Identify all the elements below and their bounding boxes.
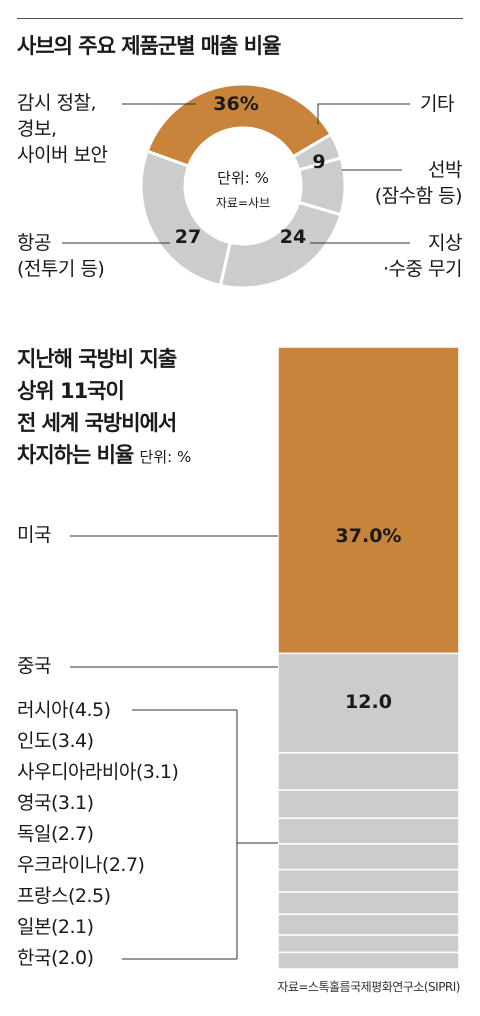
country-label-japan: 일본(2.1)	[17, 916, 94, 938]
donut-center-unit: 단위: %	[217, 169, 269, 187]
bar-segment-china	[277, 652, 460, 754]
bar-segment-ukraine	[277, 891, 460, 916]
bar-segment-korea	[277, 951, 460, 970]
bar-segment-saudi	[277, 817, 460, 845]
country-label-ukraine: 우크라이나(2.7)	[17, 854, 145, 876]
slice-label-aircraft: 항공 (전투기 등)	[17, 232, 105, 280]
bar-chart-title: 지난해 국방비 지출 상위 11국이 전 세계 국방비에서 차지하는 비율 단위…	[17, 347, 192, 467]
donut-slice-ground	[218, 200, 343, 290]
stacked-bar-chart: 37.0% 12.0	[70, 346, 460, 970]
top-rule	[17, 18, 463, 19]
bar-segment-germany	[277, 868, 460, 893]
country-label-korea: 한국(2.0)	[17, 947, 94, 969]
slice-label-surveillance: 감시 정찰, 경보, 사이버 보안	[17, 92, 108, 166]
donut-chart-title: 사브의 주요 제품군별 매출 비율	[17, 34, 281, 58]
bar-segment-us	[277, 346, 460, 655]
donut-chart: 36% 9 24 27 단위: % 자료=사브	[62, 82, 410, 290]
donut-center-source: 자료=사브	[216, 196, 270, 210]
bar-value-us: 37.0%	[336, 525, 402, 547]
donut-slice-surveillance	[145, 82, 334, 169]
bar-segment-uk	[277, 843, 460, 871]
donut-value-aircraft: 27	[175, 226, 201, 248]
country-label-russia: 러시아(4.5)	[17, 699, 111, 721]
country-label-germany: 독일(2.7)	[17, 823, 94, 845]
donut-value-surveillance: 36%	[213, 93, 258, 115]
bar-segment-france	[277, 913, 460, 936]
source-note: 자료=스톡홀름국제평화연구소(SIPRI)	[277, 980, 460, 994]
leader-other	[317, 103, 410, 124]
slice-label-ships: 선박 (잠수함 등)	[374, 159, 463, 207]
donut-value-ships: 9	[312, 151, 325, 173]
slice-label-other: 기타	[420, 93, 454, 115]
donut-slice-aircraft	[139, 149, 232, 288]
country-label-india: 인도(3.4)	[17, 730, 94, 752]
country-label-china: 중국	[17, 655, 51, 677]
country-label-saudi: 사우디아라비아(3.1)	[17, 761, 179, 783]
bar-segment-russia	[277, 752, 460, 791]
bar-segment-india	[277, 789, 460, 820]
donut-value-ground: 24	[280, 226, 306, 248]
bar-value-china: 12.0	[345, 691, 392, 713]
country-label-us: 미국	[17, 524, 51, 546]
bar-segment-japan	[277, 934, 460, 954]
bar-chart-unit: 단위: %	[139, 448, 192, 466]
slice-label-ground: 지상 ·수중 무기	[383, 232, 463, 280]
country-label-france: 프랑스(2.5)	[17, 885, 111, 907]
country-label-uk: 영국(3.1)	[17, 792, 94, 814]
